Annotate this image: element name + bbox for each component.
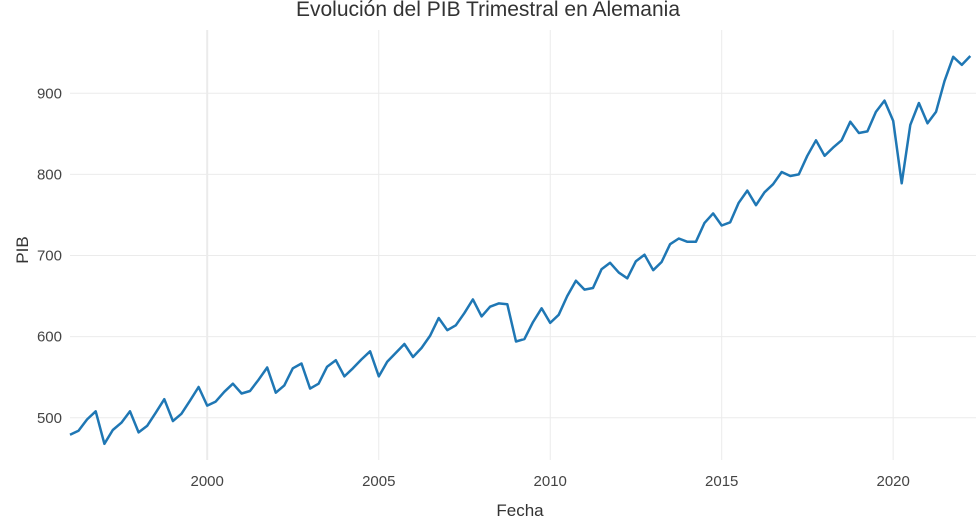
x-tick-label: 2005 xyxy=(362,473,395,490)
y-tick-label: 600 xyxy=(37,329,62,346)
series-line[interactable] xyxy=(69,55,972,446)
y-axis-title: PIB xyxy=(13,236,32,263)
x-tick-label: 2020 xyxy=(876,473,909,490)
x-tick-label: 2010 xyxy=(534,473,567,490)
y-tick-label: 500 xyxy=(37,410,62,427)
y-tick-label: 900 xyxy=(37,85,62,102)
chart-title: Evolución del PIB Trimestral en Alemania xyxy=(296,0,680,21)
x-gridlines xyxy=(206,30,894,460)
x-tick-label: 2015 xyxy=(705,473,738,490)
x-axis-title: Fecha xyxy=(496,501,544,518)
y-gridlines xyxy=(70,92,976,419)
y-tick-label: 700 xyxy=(37,248,62,265)
y-tick-label: 800 xyxy=(37,166,62,183)
x-tick-labels: 2000 2005 2010 2015 2020 xyxy=(191,473,910,490)
x-tick-label: 2000 xyxy=(191,473,224,490)
y-tick-labels: 500 600 700 800 900 xyxy=(37,85,62,427)
